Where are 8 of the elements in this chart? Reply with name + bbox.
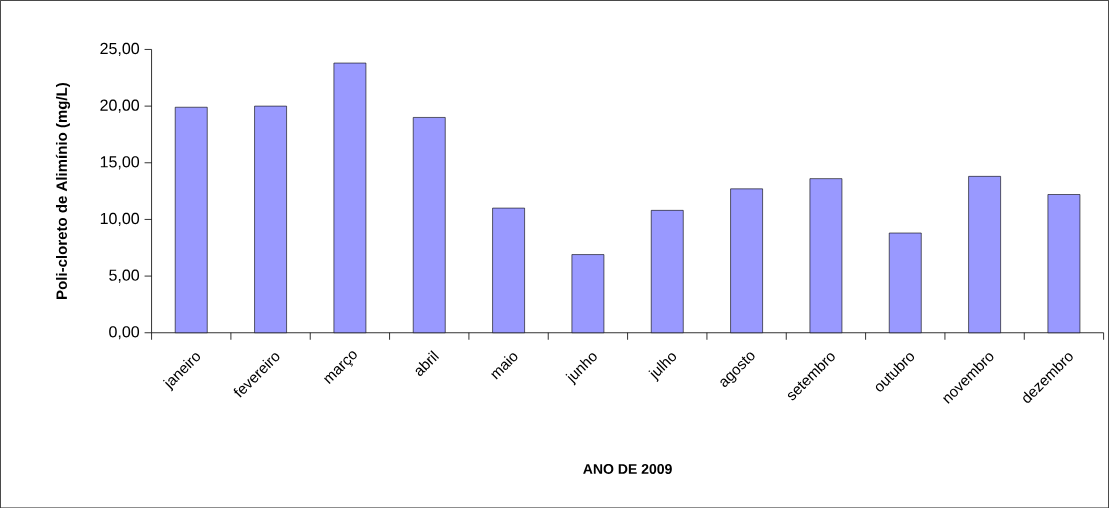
y-tick-label: 0,00: [109, 325, 140, 340]
y-tick-label: 20,00: [100, 99, 140, 113]
y-tick-label: 15,00: [100, 155, 140, 170]
y-tick-label: 25,00: [100, 42, 140, 56]
y-tick-label: 5,00: [109, 269, 140, 283]
y-tick-label: 10,00: [100, 212, 140, 226]
x-axis-title: ANO DE 2009: [583, 463, 672, 474]
y-axis-title: Poli-cloreto de Alimínio (mg/L): [55, 82, 71, 299]
